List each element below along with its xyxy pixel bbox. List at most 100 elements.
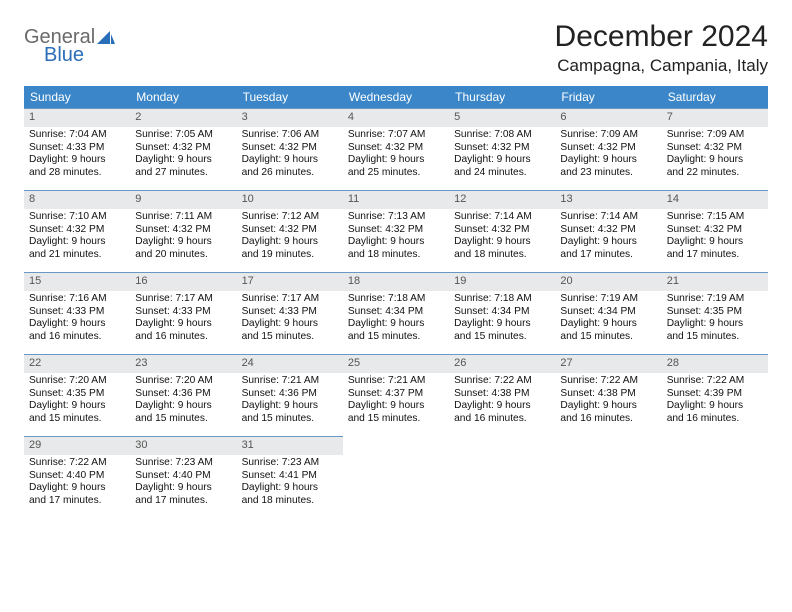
day-number: 27 (555, 355, 661, 373)
info-line: Daylight: 9 hours (454, 236, 550, 249)
day-number: 10 (237, 191, 343, 209)
info-line: and 17 minutes. (667, 249, 763, 262)
weekday-header: Tuesday (237, 86, 343, 108)
day-info: Sunrise: 7:14 AMSunset: 4:32 PMDaylight:… (449, 209, 555, 267)
day-cell: 7Sunrise: 7:09 AMSunset: 4:32 PMDaylight… (662, 108, 768, 190)
info-line: and 17 minutes. (29, 495, 125, 508)
day-cell: 4Sunrise: 7:07 AMSunset: 4:32 PMDaylight… (343, 108, 449, 190)
info-line: Sunrise: 7:23 AM (135, 457, 231, 470)
day-info: Sunrise: 7:18 AMSunset: 4:34 PMDaylight:… (449, 291, 555, 349)
day-number: 4 (343, 109, 449, 127)
info-line: and 15 minutes. (454, 331, 550, 344)
info-line: Sunrise: 7:11 AM (135, 211, 231, 224)
weekday-header: Monday (130, 86, 236, 108)
empty-cell (343, 436, 449, 518)
info-line: and 16 minutes. (29, 331, 125, 344)
weekday-header: Sunday (24, 86, 130, 108)
day-info: Sunrise: 7:22 AMSunset: 4:38 PMDaylight:… (449, 373, 555, 431)
info-line: Sunset: 4:32 PM (560, 142, 656, 155)
day-info: Sunrise: 7:10 AMSunset: 4:32 PMDaylight:… (24, 209, 130, 267)
day-number: 28 (662, 355, 768, 373)
info-line: Daylight: 9 hours (560, 236, 656, 249)
day-info: Sunrise: 7:08 AMSunset: 4:32 PMDaylight:… (449, 127, 555, 185)
day-number: 9 (130, 191, 236, 209)
info-line: Sunset: 4:32 PM (667, 224, 763, 237)
calendar-grid: SundayMondayTuesdayWednesdayThursdayFrid… (24, 86, 768, 518)
day-cell: 24Sunrise: 7:21 AMSunset: 4:36 PMDayligh… (237, 354, 343, 436)
info-line: Sunrise: 7:06 AM (242, 129, 338, 142)
info-line: Sunrise: 7:17 AM (135, 293, 231, 306)
day-cell: 2Sunrise: 7:05 AMSunset: 4:32 PMDaylight… (130, 108, 236, 190)
day-info: Sunrise: 7:20 AMSunset: 4:35 PMDaylight:… (24, 373, 130, 431)
day-cell: 15Sunrise: 7:16 AMSunset: 4:33 PMDayligh… (24, 272, 130, 354)
info-line: Sunrise: 7:21 AM (348, 375, 444, 388)
day-number: 3 (237, 109, 343, 127)
info-line: Sunset: 4:36 PM (242, 388, 338, 401)
day-cell: 5Sunrise: 7:08 AMSunset: 4:32 PMDaylight… (449, 108, 555, 190)
info-line: and 28 minutes. (29, 167, 125, 180)
day-cell: 31Sunrise: 7:23 AMSunset: 4:41 PMDayligh… (237, 436, 343, 518)
day-info: Sunrise: 7:09 AMSunset: 4:32 PMDaylight:… (555, 127, 661, 185)
info-line: and 22 minutes. (667, 167, 763, 180)
day-number: 6 (555, 109, 661, 127)
day-info: Sunrise: 7:22 AMSunset: 4:39 PMDaylight:… (662, 373, 768, 431)
info-line: Daylight: 9 hours (560, 154, 656, 167)
info-line: Daylight: 9 hours (242, 236, 338, 249)
info-line: and 15 minutes. (242, 331, 338, 344)
info-line: Sunrise: 7:18 AM (348, 293, 444, 306)
info-line: and 18 minutes. (348, 249, 444, 262)
info-line: and 21 minutes. (29, 249, 125, 262)
info-line: Sunrise: 7:09 AM (667, 129, 763, 142)
weekday-header: Saturday (662, 86, 768, 108)
info-line: and 16 minutes. (135, 331, 231, 344)
info-line: Daylight: 9 hours (667, 400, 763, 413)
info-line: Daylight: 9 hours (135, 318, 231, 331)
info-line: Sunset: 4:39 PM (667, 388, 763, 401)
day-cell: 3Sunrise: 7:06 AMSunset: 4:32 PMDaylight… (237, 108, 343, 190)
empty-cell (449, 436, 555, 518)
info-line: and 15 minutes. (348, 331, 444, 344)
info-line: and 27 minutes. (135, 167, 231, 180)
day-number: 15 (24, 273, 130, 291)
info-line: Sunset: 4:41 PM (242, 470, 338, 483)
weekday-header: Friday (555, 86, 661, 108)
day-number: 21 (662, 273, 768, 291)
day-cell: 19Sunrise: 7:18 AMSunset: 4:34 PMDayligh… (449, 272, 555, 354)
day-number: 26 (449, 355, 555, 373)
day-info: Sunrise: 7:15 AMSunset: 4:32 PMDaylight:… (662, 209, 768, 267)
info-line: Sunset: 4:33 PM (242, 306, 338, 319)
day-cell: 13Sunrise: 7:14 AMSunset: 4:32 PMDayligh… (555, 190, 661, 272)
day-info: Sunrise: 7:12 AMSunset: 4:32 PMDaylight:… (237, 209, 343, 267)
info-line: and 25 minutes. (348, 167, 444, 180)
day-info: Sunrise: 7:20 AMSunset: 4:36 PMDaylight:… (130, 373, 236, 431)
info-line: Sunset: 4:33 PM (135, 306, 231, 319)
empty-cell (662, 436, 768, 518)
info-line: Sunrise: 7:08 AM (454, 129, 550, 142)
day-info: Sunrise: 7:07 AMSunset: 4:32 PMDaylight:… (343, 127, 449, 185)
info-line: Daylight: 9 hours (135, 236, 231, 249)
info-line: Daylight: 9 hours (135, 400, 231, 413)
info-line: Sunrise: 7:12 AM (242, 211, 338, 224)
location-text: Campagna, Campania, Italy (555, 56, 768, 76)
info-line: Sunrise: 7:23 AM (242, 457, 338, 470)
day-number: 5 (449, 109, 555, 127)
info-line: Sunrise: 7:04 AM (29, 129, 125, 142)
info-line: Sunset: 4:32 PM (454, 142, 550, 155)
day-cell: 12Sunrise: 7:14 AMSunset: 4:32 PMDayligh… (449, 190, 555, 272)
info-line: and 18 minutes. (242, 495, 338, 508)
day-cell: 23Sunrise: 7:20 AMSunset: 4:36 PMDayligh… (130, 354, 236, 436)
info-line: Sunrise: 7:18 AM (454, 293, 550, 306)
info-line: Daylight: 9 hours (348, 400, 444, 413)
info-line: Daylight: 9 hours (454, 318, 550, 331)
header-row: General December 2024 Campagna, Campania… (24, 20, 768, 76)
day-number: 22 (24, 355, 130, 373)
info-line: Sunrise: 7:22 AM (454, 375, 550, 388)
info-line: Daylight: 9 hours (560, 318, 656, 331)
day-cell: 6Sunrise: 7:09 AMSunset: 4:32 PMDaylight… (555, 108, 661, 190)
info-line: Daylight: 9 hours (242, 482, 338, 495)
info-line: Sunrise: 7:20 AM (135, 375, 231, 388)
day-cell: 22Sunrise: 7:20 AMSunset: 4:35 PMDayligh… (24, 354, 130, 436)
info-line: Sunrise: 7:20 AM (29, 375, 125, 388)
info-line: Daylight: 9 hours (667, 236, 763, 249)
day-info: Sunrise: 7:21 AMSunset: 4:36 PMDaylight:… (237, 373, 343, 431)
